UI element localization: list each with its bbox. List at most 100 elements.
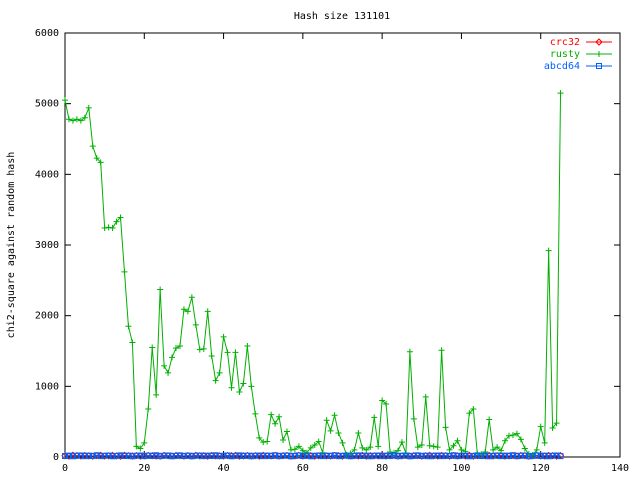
data-point — [113, 218, 120, 225]
data-point — [212, 452, 219, 459]
data-point — [141, 439, 148, 446]
data-point — [331, 452, 338, 459]
legend-label: abcd64 — [544, 61, 580, 72]
data-point — [315, 438, 322, 445]
data-point — [398, 439, 405, 446]
data-point — [129, 339, 136, 346]
x-tick-label: 120 — [532, 463, 550, 474]
legend-marker — [595, 38, 603, 46]
data-point — [414, 444, 421, 451]
y-tick-label: 3000 — [35, 240, 59, 251]
data-point — [208, 452, 215, 459]
data-point — [62, 97, 68, 104]
data-point — [355, 429, 362, 436]
data-point — [557, 453, 564, 460]
data-point — [81, 114, 88, 121]
data-point — [359, 444, 366, 451]
data-point — [545, 247, 552, 254]
data-point — [117, 452, 124, 459]
data-point — [89, 452, 96, 459]
data-point — [284, 428, 290, 435]
y-tick-label: 0 — [53, 452, 59, 463]
data-point — [173, 345, 179, 352]
data-point — [161, 362, 168, 369]
data-point — [272, 452, 279, 459]
data-point — [371, 414, 378, 421]
data-point — [490, 446, 497, 453]
data-point — [176, 452, 183, 459]
data-point — [65, 452, 72, 459]
data-point — [149, 344, 156, 351]
data-point — [494, 452, 501, 459]
data-point — [422, 452, 429, 459]
data-point — [414, 452, 421, 459]
data-point — [157, 286, 164, 293]
data-point — [268, 411, 275, 418]
data-point — [153, 452, 160, 459]
data-point — [335, 429, 342, 436]
data-point — [498, 447, 505, 454]
x-tick-label: 20 — [138, 463, 150, 474]
data-point — [466, 410, 473, 417]
data-point — [137, 452, 144, 459]
data-point — [184, 308, 191, 315]
data-point — [284, 452, 290, 459]
data-point — [482, 449, 489, 456]
data-point — [446, 452, 453, 459]
data-point — [410, 415, 417, 422]
data-point — [65, 116, 72, 123]
data-point — [125, 323, 132, 330]
data-point — [379, 397, 386, 404]
data-point — [145, 405, 152, 412]
data-point — [541, 452, 548, 459]
y-tick-label: 2000 — [35, 311, 59, 322]
data-point — [509, 432, 516, 439]
y-axis-label: chi2-square against random hash — [6, 152, 17, 339]
data-point — [434, 444, 441, 451]
data-point — [494, 444, 501, 451]
data-point — [240, 380, 247, 387]
data-point — [521, 445, 528, 452]
legend-marker — [596, 51, 602, 57]
data-point — [375, 452, 382, 459]
data-point — [295, 452, 302, 459]
data-point — [208, 352, 215, 359]
data-point — [291, 446, 298, 453]
data-point — [165, 369, 172, 376]
data-point — [418, 441, 425, 448]
data-point — [521, 452, 528, 459]
data-point — [224, 452, 231, 459]
data-point — [89, 143, 96, 150]
data-point — [97, 159, 104, 166]
data-point — [367, 444, 374, 451]
data-point — [212, 377, 219, 384]
data-point — [244, 452, 251, 459]
data-point — [406, 348, 413, 355]
data-point — [506, 452, 512, 459]
x-tick-label: 100 — [452, 463, 470, 474]
data-point — [196, 346, 203, 353]
data-point — [93, 452, 100, 459]
x-tick-label: 140 — [611, 463, 629, 474]
data-point — [256, 452, 263, 459]
data-point — [109, 225, 116, 232]
data-point — [196, 452, 203, 459]
data-point — [557, 90, 564, 97]
data-point — [204, 308, 211, 315]
x-tick-label: 60 — [297, 463, 309, 474]
y-tick-label: 5000 — [35, 99, 59, 110]
data-point — [533, 452, 540, 459]
data-point — [355, 452, 362, 459]
y-tick-label: 6000 — [35, 28, 59, 39]
data-point — [509, 452, 516, 459]
data-point — [153, 391, 160, 398]
data-point — [430, 443, 437, 450]
data-point — [486, 416, 493, 423]
data-point — [224, 349, 231, 356]
data-point — [474, 452, 481, 459]
data-point — [517, 436, 524, 443]
data-point — [327, 427, 334, 434]
data-point — [200, 345, 207, 352]
data-point — [180, 306, 187, 313]
